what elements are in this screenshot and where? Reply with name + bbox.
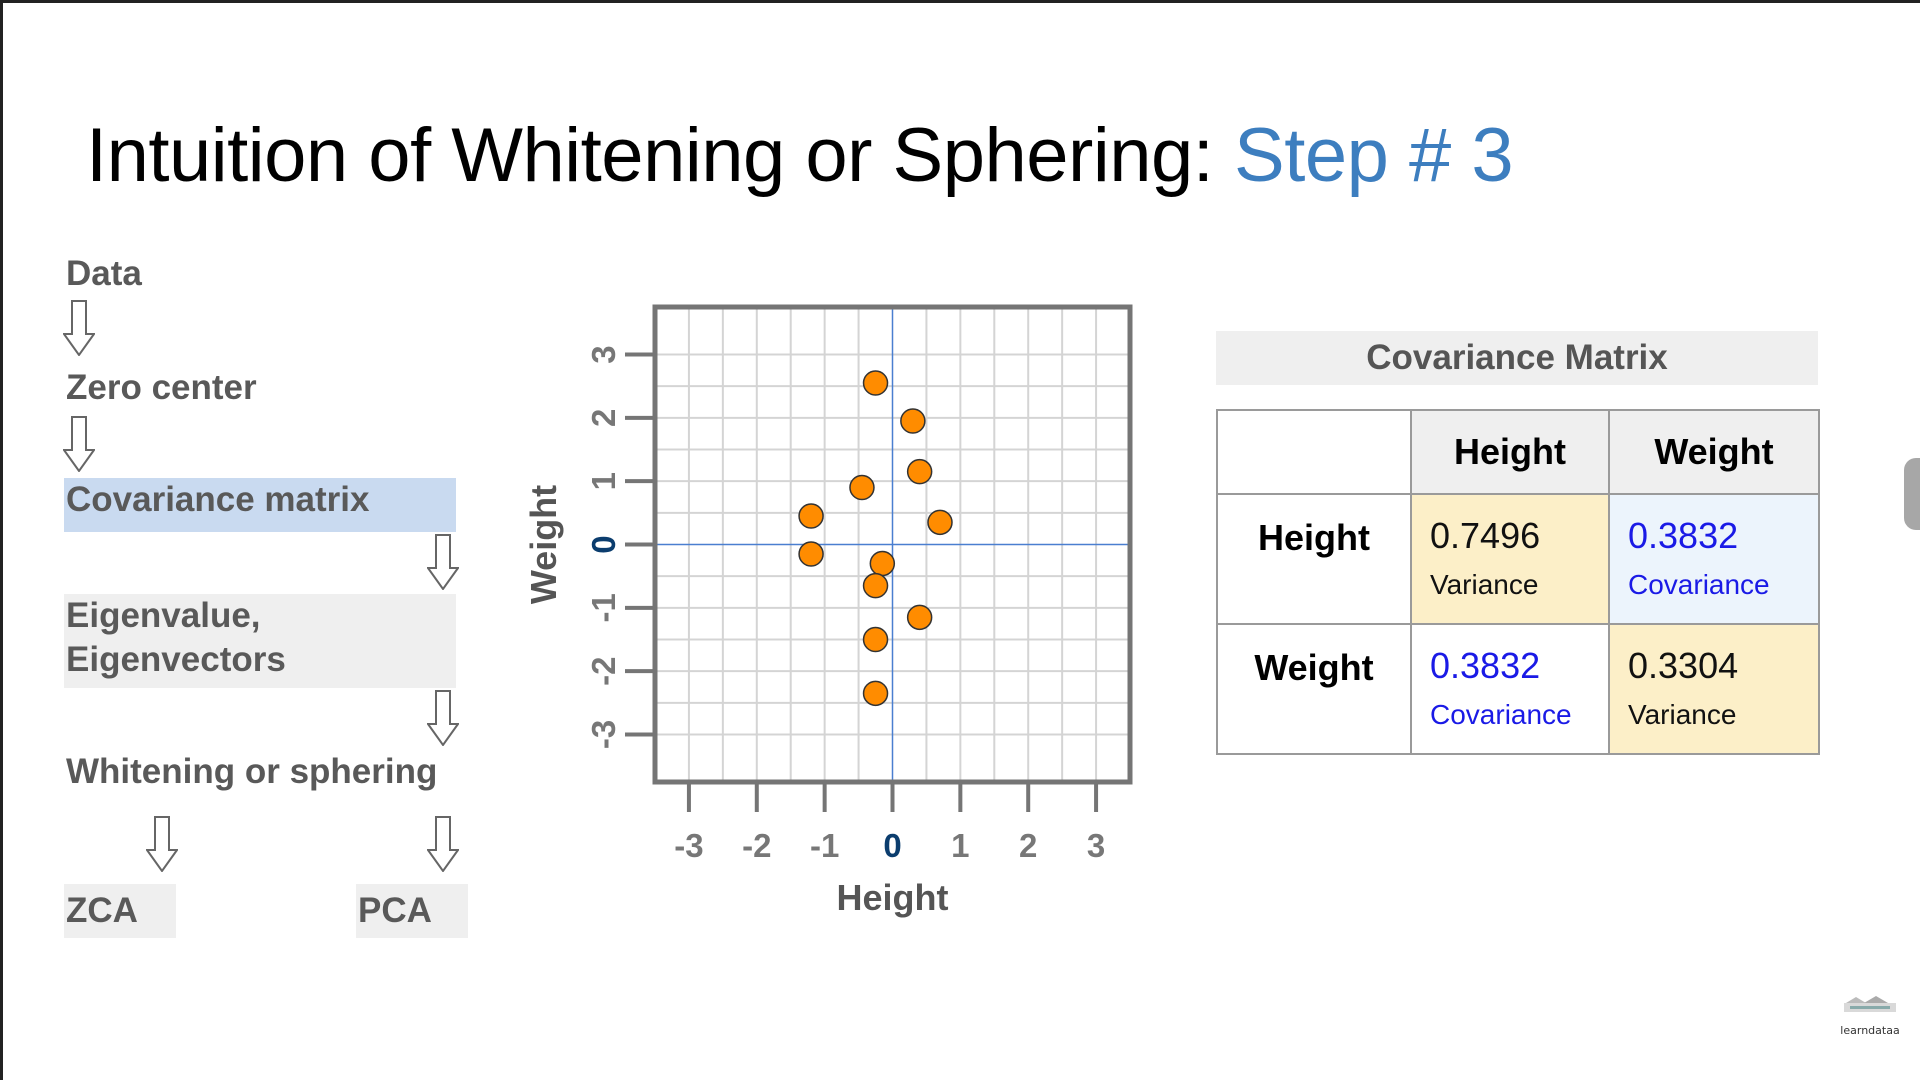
y-tick-label: 3 (585, 345, 622, 363)
data-point (862, 680, 889, 707)
corner-cell (1216, 409, 1412, 495)
y-axis-title: Weight (523, 485, 564, 604)
x-tick-label: 1 (951, 827, 969, 864)
frame-border-top (0, 0, 1920, 3)
down-arrow-icon (63, 300, 95, 356)
cell-weight-weight: 0.3304 Variance (1608, 623, 1820, 755)
down-arrow-icon (427, 816, 459, 872)
x-tick-label: -1 (810, 827, 839, 864)
step-covariance-matrix: Covariance matrix (64, 478, 456, 532)
row-header-weight: Weight (1216, 623, 1412, 755)
covariance-table: Height Weight Height 0.7496 Variance 0.3… (1216, 409, 1820, 755)
frame-border-left (0, 0, 3, 1080)
y-tick-label: -2 (585, 656, 622, 685)
step-zero-center: Zero center (66, 368, 257, 407)
data-point (798, 541, 824, 567)
y-tick-label: -3 (585, 720, 622, 749)
down-arrow-icon (146, 816, 178, 872)
step-eigen: Eigenvalue, Eigenvectors (64, 594, 456, 688)
x-tick-label: -2 (742, 827, 771, 864)
x-tick-label: -3 (674, 827, 703, 864)
x-tick-label: 0 (883, 827, 901, 864)
logo-text: learndataa (1840, 1024, 1900, 1037)
scatter-chart: -3 -2 -1 0 1 2 3 -3 -2 -1 0 1 2 3 Height Weight (523, 304, 1133, 918)
col-header-weight: Weight (1608, 409, 1820, 495)
x-tick-label: 3 (1087, 827, 1105, 864)
x-axis-title: Height (837, 877, 949, 918)
cell-label: Covariance (1430, 699, 1572, 730)
x-tick-label: 2 (1019, 827, 1037, 864)
data-point (849, 474, 875, 501)
row-header-height: Height (1216, 493, 1412, 625)
title-main: Intuition of Whitening or Sphering: (86, 113, 1235, 198)
step-zca: ZCA (64, 884, 176, 938)
y-tick-label: 1 (585, 472, 622, 490)
cell-label: Covariance (1628, 569, 1770, 600)
title-accent: Step # 3 (1234, 113, 1514, 198)
down-arrow-icon (427, 690, 459, 746)
slide-title: Intuition of Whitening or Sphering: Step… (86, 112, 1514, 199)
data-point (862, 626, 889, 653)
step-eigen-line1: Eigenvalue, (66, 596, 261, 635)
cell-value: 0.3832 (1628, 515, 1739, 556)
data-point (862, 572, 889, 599)
y-tick-label: 2 (585, 409, 622, 427)
data-point (869, 550, 896, 577)
down-arrow-icon (427, 534, 459, 590)
cell-value: 0.3832 (1430, 645, 1541, 686)
covariance-title: Covariance Matrix (1216, 331, 1818, 385)
cell-height-height: 0.7496 Variance (1410, 493, 1610, 625)
data-point (906, 458, 933, 485)
col-header-height: Height (1410, 409, 1610, 495)
cell-label: Variance (1628, 699, 1737, 730)
y-tick-label: 0 (585, 535, 622, 553)
cell-value: 0.3304 (1628, 645, 1739, 686)
brand-logo: learndataa (1830, 995, 1910, 1039)
step-whitening: Whitening or sphering (66, 752, 438, 791)
step-pca: PCA (356, 884, 468, 938)
data-point (862, 370, 889, 396)
side-panel-handle[interactable] (1904, 458, 1920, 530)
step-data: Data (66, 254, 142, 293)
data-point (798, 503, 824, 529)
y-tick-label: -1 (585, 593, 622, 622)
down-arrow-icon (63, 416, 95, 472)
cell-label: Variance (1430, 569, 1539, 600)
cell-height-weight: 0.3832 Covariance (1608, 493, 1820, 625)
data-point (900, 408, 926, 434)
step-eigen-line2: Eigenvectors (66, 640, 286, 679)
data-point (906, 604, 933, 631)
data-point (927, 509, 953, 536)
cell-weight-height: 0.3832 Covariance (1410, 623, 1610, 755)
cell-value: 0.7496 (1430, 515, 1541, 556)
learndataa-logo-icon (1844, 996, 1896, 1012)
